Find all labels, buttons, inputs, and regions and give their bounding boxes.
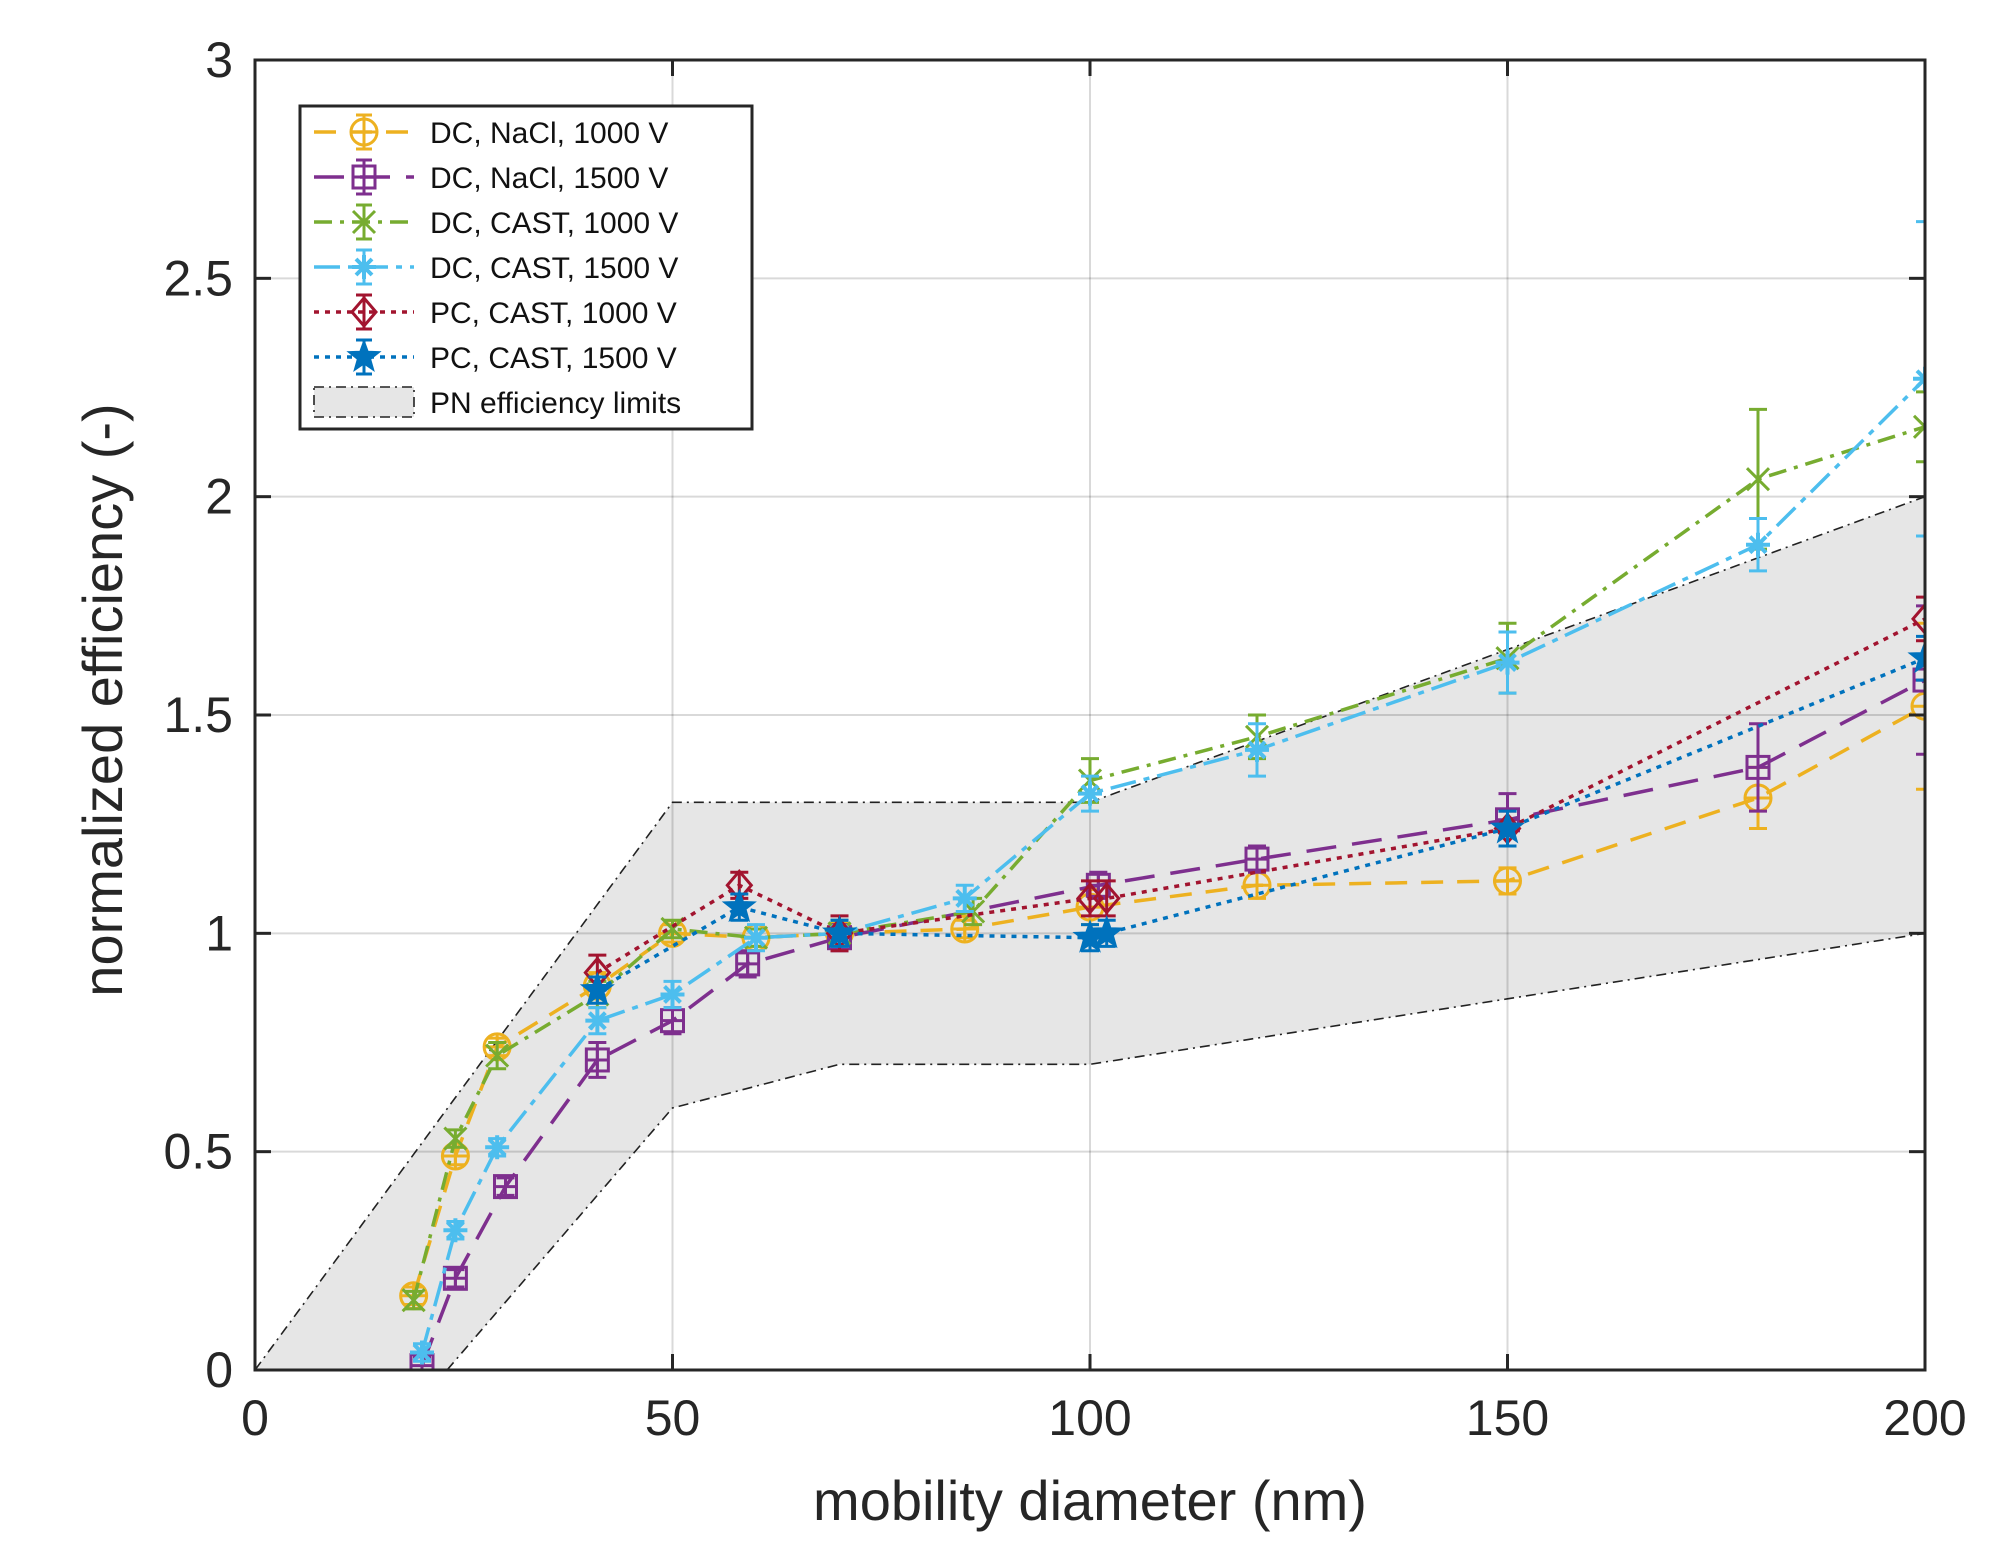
series-6 <box>579 634 1925 1006</box>
pentagram-marker <box>1489 810 1526 844</box>
star-marker <box>952 886 977 911</box>
x-marker <box>1745 467 1771 492</box>
star-marker <box>410 1340 434 1365</box>
pentagram-marker <box>579 971 615 1006</box>
x-marker <box>443 1126 468 1151</box>
legend-label: PC, CAST, 1000 V <box>430 297 677 330</box>
square-marker-cross <box>494 1175 517 1198</box>
circle-marker-cross <box>1494 867 1521 894</box>
star-marker <box>1746 532 1770 557</box>
circle-marker-cross <box>351 119 377 145</box>
pentagram-marker <box>721 888 757 923</box>
square-marker-cross <box>353 166 375 188</box>
legend-item: DC, CAST, 1000 V <box>314 203 678 241</box>
y-tick-label: 1 <box>205 905 233 961</box>
error-bar <box>1916 634 1925 682</box>
square-marker-cross <box>736 952 759 975</box>
y-tick-label: 3 <box>205 32 233 88</box>
legend-item: PN efficiency limits <box>313 386 681 420</box>
x-tick-label: 100 <box>1048 1390 1131 1446</box>
series-line <box>420 678 1925 1367</box>
square-marker-cross <box>586 1048 609 1071</box>
star-marker <box>585 1008 610 1033</box>
star-marker <box>443 1218 468 1243</box>
x-tick-label: 200 <box>1883 1390 1966 1446</box>
legend-label: DC, CAST, 1500 V <box>430 252 678 285</box>
error-bar <box>1916 220 1925 538</box>
y-tick-label: 2.5 <box>163 250 233 306</box>
star-marker <box>352 255 376 279</box>
y-tick-label: 0 <box>205 1342 233 1398</box>
diamond-marker <box>350 295 378 329</box>
legend-label: DC, CAST, 1000 V <box>430 207 678 240</box>
legend-label: PN efficiency limits <box>430 387 681 420</box>
y-tick-label: 1.5 <box>163 687 233 743</box>
star-marker <box>1495 650 1520 675</box>
error-bar <box>1916 390 1925 464</box>
x-axis-title: mobility diameter (nm) <box>813 1469 1367 1532</box>
square-marker-cross <box>1747 756 1769 779</box>
x-marker <box>660 916 685 942</box>
pentagram-marker <box>1907 639 1925 674</box>
diamond-marker <box>1911 602 1925 636</box>
y-tick-label: 2 <box>205 469 233 525</box>
y-tick-label: 0.5 <box>163 1124 233 1180</box>
error-bar <box>1916 595 1925 643</box>
error-bar <box>1916 604 1925 756</box>
legend-label: DC, NaCl, 1500 V <box>430 162 668 195</box>
legend-item: PC, CAST, 1000 V <box>314 293 677 331</box>
x-tick-label: 150 <box>1466 1390 1549 1446</box>
diamond-marker <box>1092 882 1121 915</box>
legend-item: DC, NaCl, 1000 V <box>314 113 668 151</box>
x-marker <box>1912 414 1925 439</box>
x-tick-label: 50 <box>645 1390 701 1446</box>
legend-item: PC, CAST, 1500 V <box>314 338 677 376</box>
square-marker-cross <box>444 1267 467 1290</box>
x-tick-label: 0 <box>241 1390 269 1446</box>
circle-marker-cross <box>1244 872 1270 899</box>
x-marker <box>351 209 377 235</box>
x-marker <box>401 1288 426 1313</box>
band-lower-boundary <box>446 932 1925 1370</box>
star-marker <box>660 982 685 1007</box>
star-marker <box>1245 737 1269 762</box>
circle-marker-cross <box>1912 693 1925 720</box>
error-bar <box>1081 879 1099 918</box>
legend-label: DC, NaCl, 1000 V <box>430 117 668 150</box>
star-marker <box>1078 781 1102 806</box>
error-bar <box>1916 621 1925 791</box>
legend-item: DC, NaCl, 1500 V <box>314 158 668 196</box>
legend: DC, NaCl, 1000 V DC, NaCl, 1500 V DC, CAST… <box>298 104 754 431</box>
pentagram-marker <box>346 338 382 372</box>
pentagram-marker <box>821 914 858 949</box>
legend-band-swatch <box>313 386 415 418</box>
legend-item: DC, CAST, 1500 V <box>314 248 678 286</box>
y-axis-title: normalized efficiency (-) <box>71 403 134 996</box>
square-marker-cross <box>1246 848 1268 871</box>
square-marker-cross <box>661 1009 684 1032</box>
legend-error-bar <box>356 293 372 331</box>
legend-label: PC, CAST, 1500 V <box>430 342 677 375</box>
star-marker <box>744 925 768 950</box>
x-marker <box>485 1043 510 1068</box>
star-marker <box>485 1135 510 1160</box>
pentagram-marker <box>1089 914 1125 949</box>
